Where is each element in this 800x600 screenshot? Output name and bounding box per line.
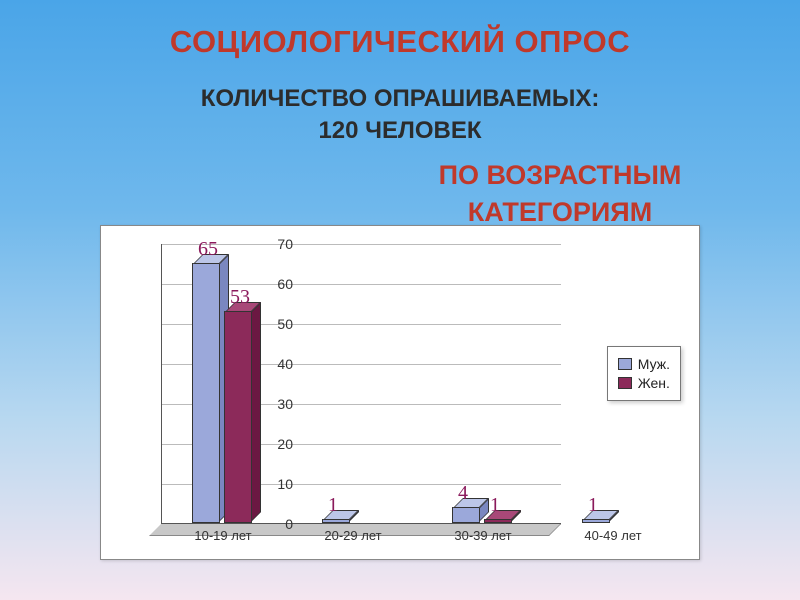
bar-value-label: 4 — [458, 482, 468, 505]
bar-value-label: 1 — [490, 494, 500, 517]
y-tick-label: 10 — [253, 476, 293, 492]
bar — [192, 263, 220, 523]
page-title: СОЦИОЛОГИЧЕСКИЙ ОПРОС — [0, 24, 800, 60]
x-tick-label: 30-39 лет — [439, 528, 527, 543]
x-tick-label: 10-19 лет — [179, 528, 267, 543]
bar — [452, 507, 480, 523]
legend: Муж. Жен. — [607, 346, 681, 401]
bar — [484, 519, 512, 523]
bar — [582, 519, 610, 523]
chart-title-line-2: КАТЕГОРИЯМ — [380, 197, 740, 228]
y-tick-label: 60 — [253, 276, 293, 292]
bar-value-label: 1 — [588, 494, 598, 517]
subtitle-line-2: 120 ЧЕЛОВЕК — [0, 117, 800, 145]
legend-item: Муж. — [618, 356, 670, 372]
bar-value-label: 1 — [328, 494, 338, 517]
y-tick-label: 40 — [253, 356, 293, 372]
y-tick-label: 50 — [253, 316, 293, 332]
x-tick-label: 40-49 лет — [569, 528, 657, 543]
chart-title-line-1: ПО ВОЗРАСТНЫМ — [380, 160, 740, 191]
x-tick-label: 20-29 лет — [309, 528, 397, 543]
legend-swatch — [618, 377, 632, 389]
bar-value-label: 65 — [198, 238, 218, 261]
legend-label: Жен. — [638, 375, 670, 391]
y-tick-label: 20 — [253, 436, 293, 452]
legend-swatch — [618, 358, 632, 370]
bar-value-label: 53 — [230, 286, 250, 309]
bar — [224, 311, 252, 523]
chart-frame: 65531411 010203040506070 10-19 лет20-29 … — [100, 225, 700, 560]
gridline — [162, 244, 561, 245]
legend-item: Жен. — [618, 375, 670, 391]
subtitle-line-1: КОЛИЧЕСТВО ОПРАШИВАЕМЫХ: — [0, 85, 800, 113]
y-tick-label: 30 — [253, 396, 293, 412]
legend-label: Муж. — [638, 356, 670, 372]
plot-area: 65531411 — [161, 244, 561, 524]
y-tick-label: 70 — [253, 236, 293, 252]
bar — [322, 519, 350, 523]
